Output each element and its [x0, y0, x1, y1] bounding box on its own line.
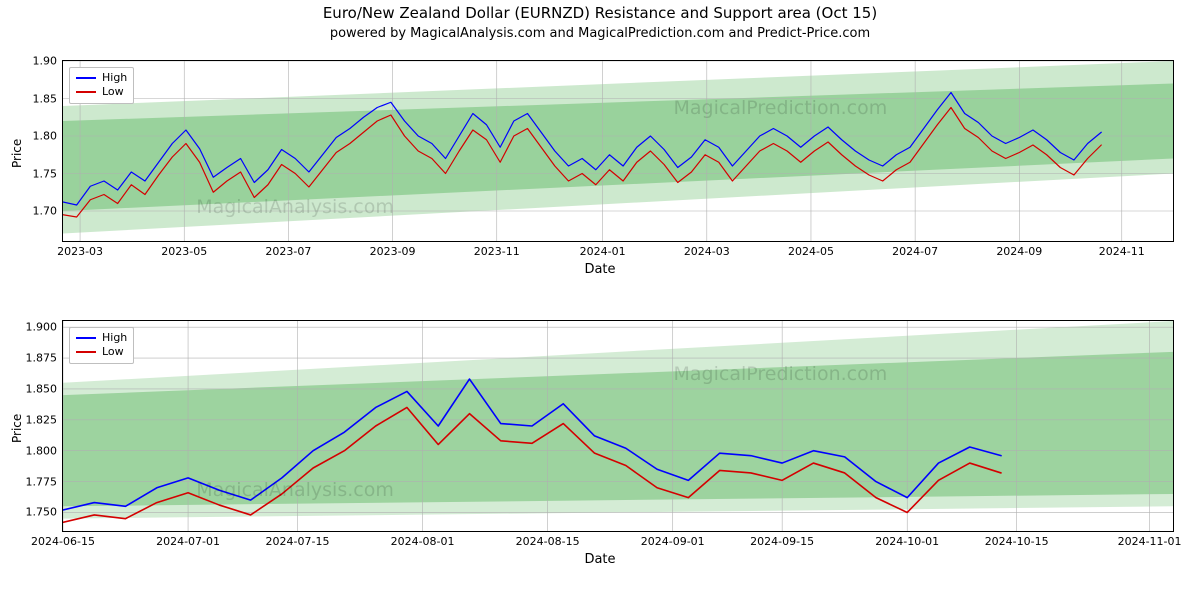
- y-tick-label: 1.800: [26, 444, 58, 457]
- x-tick-label: 2024-10-15: [985, 535, 1049, 548]
- legend-swatch-high: [76, 77, 96, 79]
- y-tick-label: 1.850: [26, 382, 58, 395]
- x-tick-label: 2024-01: [580, 245, 626, 258]
- legend-label-high: High: [102, 71, 127, 85]
- chart-header: Euro/New Zealand Dollar (EURNZD) Resista…: [0, 4, 1200, 41]
- legend-label-high: High: [102, 331, 127, 345]
- x-tick-label: 2023-05: [161, 245, 207, 258]
- y-tick-label: 1.900: [26, 321, 58, 334]
- y-tick-label: 1.70: [33, 205, 58, 218]
- bottom-legend: High Low: [69, 327, 134, 364]
- x-tick-label: 2024-09-15: [750, 535, 814, 548]
- y-tick-label: 1.775: [26, 475, 58, 488]
- x-tick-label: 2024-06-15: [31, 535, 95, 548]
- legend-item-low: Low: [76, 85, 127, 99]
- y-tick-label: 1.90: [33, 55, 58, 68]
- x-tick-label: 2024-11-01: [1118, 535, 1182, 548]
- x-tick-label: 2023-07: [265, 245, 311, 258]
- x-tick-label: 2023-09: [370, 245, 416, 258]
- x-tick-label: 2024-11: [1099, 245, 1145, 258]
- x-tick-label: 2024-07: [892, 245, 938, 258]
- legend-swatch-low: [76, 91, 96, 93]
- legend-item-high: High: [76, 71, 127, 85]
- x-tick-label: 2024-08-01: [391, 535, 455, 548]
- top-chart-svg: [63, 61, 1173, 241]
- x-tick-label: 2024-09: [996, 245, 1042, 258]
- x-tick-label: 2024-07-15: [266, 535, 330, 548]
- bottom-x-axis-label: Date: [0, 552, 1200, 567]
- x-tick-label: 2024-09-01: [641, 535, 705, 548]
- chart-subtitle: powered by MagicalAnalysis.com and Magic…: [0, 26, 1200, 41]
- legend-item-high: High: [76, 331, 127, 345]
- bottom-chart-panel: High Low MagicalAnalysis.com MagicalPred…: [62, 320, 1174, 532]
- x-tick-label: 2023-03: [57, 245, 103, 258]
- legend-item-low: Low: [76, 345, 127, 359]
- legend-label-low: Low: [102, 85, 124, 99]
- x-tick-label: 2024-05: [788, 245, 834, 258]
- y-tick-label: 1.85: [33, 92, 58, 105]
- top-y-axis-label: Price: [10, 139, 24, 168]
- x-tick-label: 2024-10-01: [875, 535, 939, 548]
- y-tick-label: 1.80: [33, 130, 58, 143]
- top-legend: High Low: [69, 67, 134, 104]
- y-tick-label: 1.75: [33, 167, 58, 180]
- bottom-chart-svg: [63, 321, 1173, 531]
- legend-label-low: Low: [102, 345, 124, 359]
- x-tick-label: 2024-03: [684, 245, 730, 258]
- y-tick-label: 1.750: [26, 506, 58, 519]
- legend-swatch-low: [76, 351, 96, 353]
- bottom-y-axis-label: Price: [10, 414, 24, 443]
- legend-swatch-high: [76, 337, 96, 339]
- chart-title: Euro/New Zealand Dollar (EURNZD) Resista…: [0, 4, 1200, 22]
- y-tick-label: 1.825: [26, 413, 58, 426]
- y-tick-label: 1.875: [26, 352, 58, 365]
- x-tick-label: 2023-11: [474, 245, 520, 258]
- top-chart-panel: High Low MagicalAnalysis.com MagicalPred…: [62, 60, 1174, 242]
- x-tick-label: 2024-07-01: [156, 535, 220, 548]
- x-tick-label: 2024-08-15: [516, 535, 580, 548]
- top-x-axis-label: Date: [0, 262, 1200, 277]
